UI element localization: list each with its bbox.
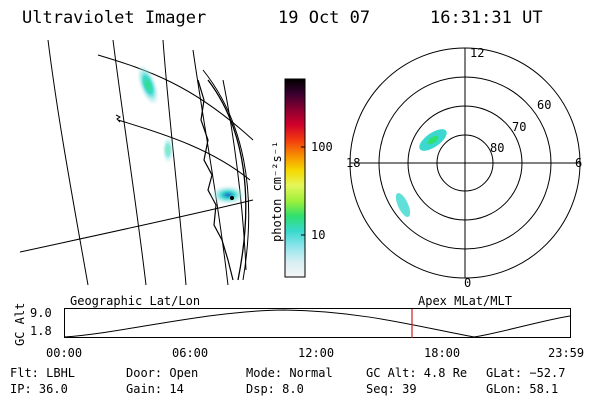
subsatellite-point [230, 196, 234, 200]
longitude-line [222, 79, 247, 271]
info-mode: Mode: Normal [246, 366, 333, 380]
info-ip: IP: 36.0 [10, 382, 68, 396]
polar-label-0: 0 [464, 276, 472, 290]
latitude-line [97, 54, 254, 141]
info-glat: GLat: −52.7 [486, 366, 566, 380]
polar-label-18: 18 [346, 156, 361, 170]
coastline [197, 79, 234, 281]
altitude-timeline [64, 308, 571, 338]
aurora-patch [136, 64, 160, 106]
timeline-right-title: Apex MLat/MLT [418, 294, 512, 308]
colorbar-tick-10: 10 [311, 228, 326, 242]
earth-limb [202, 69, 250, 281]
aurora-patch [395, 193, 411, 217]
timeline-xtick: 00:00 [46, 346, 83, 360]
colorbar-tick-100: 100 [311, 140, 333, 154]
aurora-patch [427, 135, 439, 145]
info-gcalt: GC Alt: 4.8 Re [366, 366, 468, 380]
polar-label-60: 60 [537, 98, 552, 112]
info-flt: Flt: LBHL [10, 366, 76, 380]
info-door: Door: Open [126, 366, 199, 380]
altitude-curve [64, 309, 571, 338]
latitude-line [19, 199, 254, 253]
info-glon: GLon: 58.1 [486, 382, 559, 396]
latitude-line [117, 119, 251, 181]
timeline-xtick: 18:00 [424, 346, 461, 360]
longitude-line [112, 40, 147, 285]
timeline-ytick-1: 1.8 [30, 324, 52, 338]
polar-label-80: 80 [490, 141, 505, 155]
info-dsp: Dsp: 8.0 [246, 382, 304, 396]
longitude-line [47, 40, 89, 285]
longitude-line [192, 49, 229, 285]
colorbar-unit-label: photon cm⁻²s⁻¹ [270, 140, 284, 242]
polar-mlt-plot [349, 47, 581, 279]
timeline-xtick: 23:59 [548, 346, 585, 360]
coastline [115, 114, 121, 123]
aurora-patch [162, 136, 174, 164]
geographic-map-panel [19, 40, 254, 285]
info-gain: Gain: 14 [126, 382, 184, 396]
app-title: Ultraviolet Imager [22, 8, 207, 28]
timeline-left-title: Geographic Lat/Lon [70, 294, 201, 308]
time-label: 16:31:31 UT [430, 8, 543, 28]
polar-label-70: 70 [512, 120, 527, 134]
polar-label-12: 12 [470, 46, 485, 60]
earth-limb [207, 79, 247, 281]
polar-label-6: 6 [575, 156, 583, 170]
colorbar [284, 78, 306, 278]
aurora-patch [210, 185, 246, 205]
timeline-xtick: 06:00 [172, 346, 209, 360]
timeline-ytick-9: 9.0 [30, 306, 52, 320]
timeline-yaxis-label: GC Alt [13, 302, 27, 346]
timeline-xtick: 12:00 [298, 346, 335, 360]
info-seq: Seq: 39 [366, 382, 417, 396]
date-label: 19 Oct 07 [278, 8, 371, 28]
